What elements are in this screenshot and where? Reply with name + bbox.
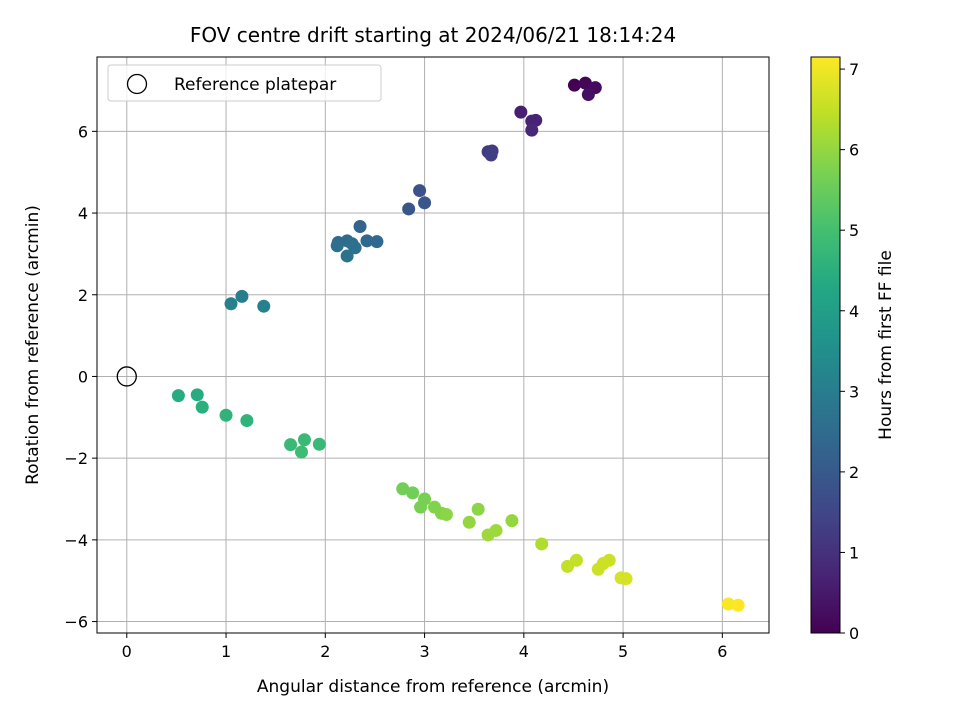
y-tick-label: −4	[64, 531, 88, 550]
data-point	[353, 220, 367, 234]
colorbar-tick-label: 1	[849, 543, 859, 562]
data-point	[219, 408, 233, 422]
data-point	[439, 508, 453, 522]
data-point	[257, 299, 271, 313]
colorbar-tick-label: 5	[849, 221, 859, 240]
x-tick-label: 3	[419, 642, 429, 661]
x-tick-label: 4	[519, 642, 529, 661]
colorbar: 0 1 2 3 4 5 6 7 Hours from first FF file	[810, 56, 896, 643]
colorbar-tick-label: 2	[849, 463, 859, 482]
data-point	[525, 123, 539, 137]
data-point	[171, 389, 185, 403]
data-points	[171, 76, 745, 612]
colorbar-tick-label: 4	[849, 302, 859, 321]
data-point	[330, 239, 344, 253]
data-point	[340, 249, 354, 263]
data-point	[591, 562, 605, 576]
data-point	[294, 445, 308, 459]
colorbar-tick-label: 6	[849, 141, 859, 160]
x-tick-label: 5	[618, 642, 628, 661]
data-point	[731, 598, 745, 612]
data-point	[360, 234, 374, 248]
data-point	[619, 572, 633, 586]
data-point	[406, 486, 420, 500]
colorbar-tick-label: 0	[849, 624, 859, 643]
colorbar-tick-label: 7	[849, 60, 859, 79]
y-axis-label: Rotation from reference (arcmin)	[23, 205, 43, 485]
x-tick-label: 0	[122, 642, 132, 661]
reference-platepar-marker	[116, 366, 137, 387]
data-point	[312, 437, 326, 451]
data-point	[240, 414, 254, 428]
y-tick-label: −6	[64, 613, 88, 632]
data-point	[396, 482, 410, 496]
grid	[97, 57, 769, 633]
data-point	[481, 528, 495, 542]
data-point	[462, 515, 476, 529]
data-point	[348, 241, 362, 255]
data-point	[514, 105, 528, 119]
data-point	[224, 297, 238, 311]
data-point	[370, 235, 384, 249]
data-point	[284, 438, 298, 452]
chart-title: FOV centre drift starting at 2024/06/21 …	[190, 23, 676, 47]
colorbar-ticks: 0 1 2 3 4 5 6 7	[840, 60, 859, 643]
x-tick-label: 6	[717, 642, 727, 661]
data-point	[529, 113, 543, 127]
data-point	[235, 289, 249, 303]
colorbar-gradient	[810, 56, 841, 634]
colorbar-label: Hours from first FF file	[876, 250, 896, 440]
data-point	[581, 88, 595, 102]
y-axis-ticks: −6 −4 −2 0 2 4 6	[64, 122, 97, 632]
y-tick-label: 6	[78, 122, 88, 141]
data-point	[484, 148, 498, 162]
data-point	[413, 184, 427, 198]
x-tick-label: 2	[320, 642, 330, 661]
data-point	[721, 597, 735, 611]
data-point	[560, 559, 574, 573]
data-point	[567, 78, 581, 92]
y-tick-label: 4	[78, 204, 88, 223]
data-point	[418, 196, 432, 210]
data-point	[535, 537, 549, 551]
data-point	[402, 202, 416, 216]
data-point	[471, 502, 485, 516]
legend-label: Reference platepar	[174, 75, 336, 95]
data-point	[414, 500, 428, 514]
y-tick-label: 2	[78, 286, 88, 305]
legend-box	[107, 64, 382, 102]
colorbar-tick-label: 3	[849, 382, 859, 401]
data-point	[190, 388, 204, 402]
plot-frame	[96, 56, 770, 634]
data-point	[578, 76, 592, 90]
x-axis-ticks: 0 1 2 3 4 5 6	[122, 633, 727, 661]
x-tick-label: 1	[221, 642, 231, 661]
y-tick-label: −2	[64, 449, 88, 468]
data-point	[195, 400, 209, 414]
x-axis-label: Angular distance from reference (arcmin)	[257, 677, 609, 697]
data-point	[505, 514, 519, 528]
legend-marker	[126, 73, 148, 95]
y-tick-label: 0	[78, 367, 88, 386]
data-point	[297, 433, 311, 447]
legend: Reference platepar	[107, 64, 382, 102]
